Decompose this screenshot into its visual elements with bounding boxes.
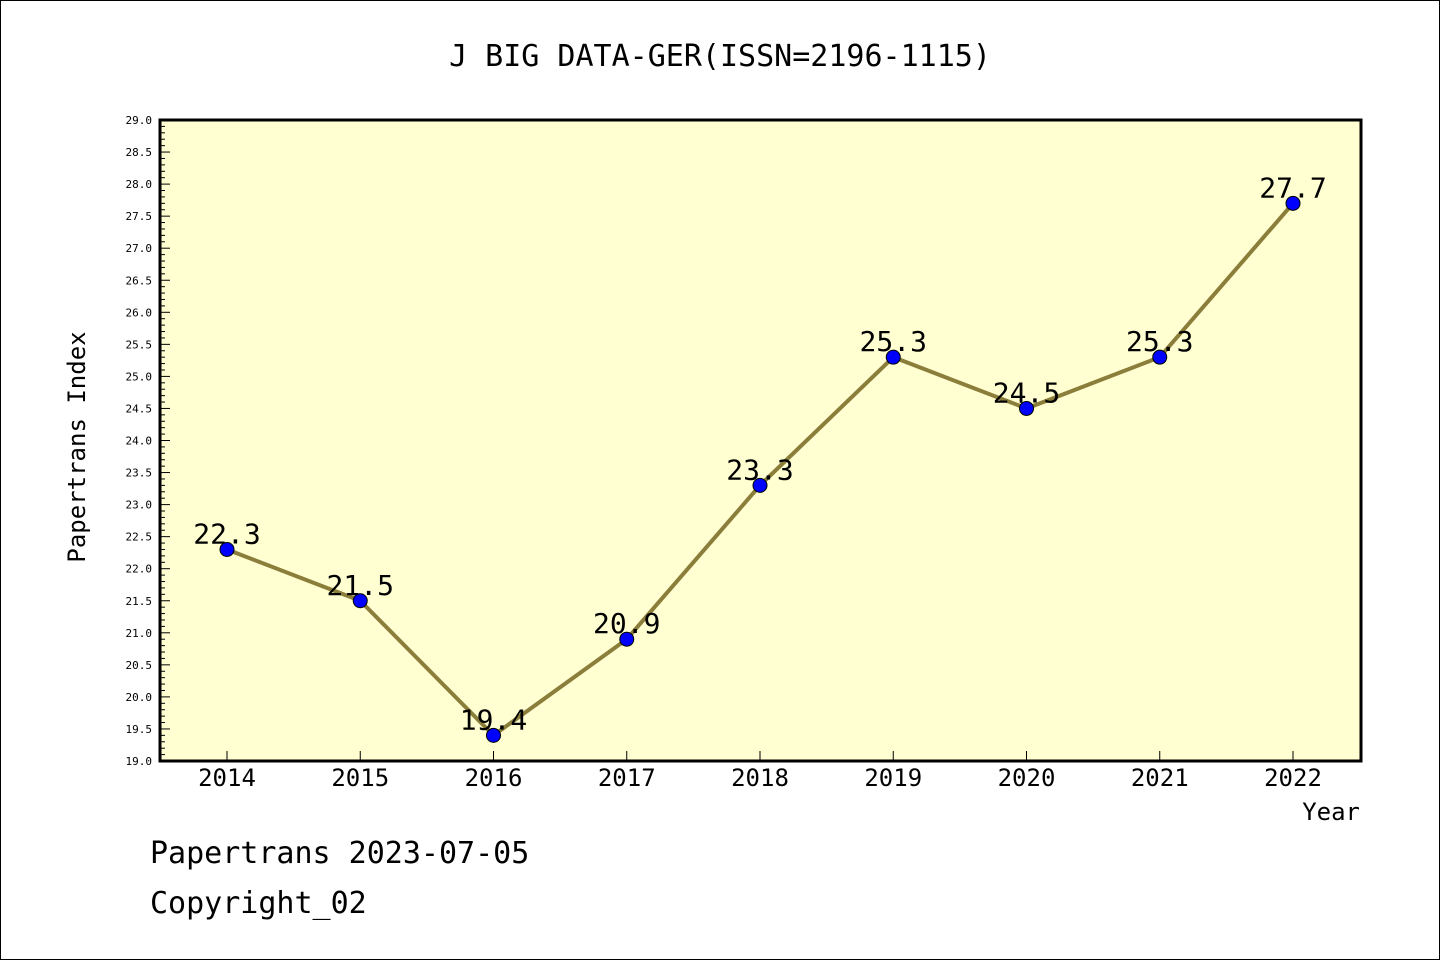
data-label: 21.5: [327, 569, 394, 602]
x-tick-label: 2021: [1131, 764, 1189, 792]
data-point: [352, 593, 368, 609]
y-tick-label: 22.0: [126, 563, 153, 576]
y-tick-label: 23.5: [126, 467, 153, 480]
data-point: [1152, 349, 1168, 365]
y-tick-label: 24.5: [126, 402, 153, 415]
y-tick-label: 22.5: [126, 531, 153, 544]
data-point: [619, 631, 635, 647]
data-label: 27.7: [1259, 171, 1326, 204]
x-tick-label: 2020: [998, 764, 1056, 792]
x-tick-label: 2014: [198, 764, 256, 792]
footer-copyright: Copyright_02: [150, 886, 367, 921]
y-tick-label: 29.0: [126, 114, 153, 127]
data-point: [1019, 400, 1034, 416]
y-axis: 19.0 19.5 20.0 20.5 21.0 21.5 22.0 22.5 23.0 23.5…: [126, 114, 170, 768]
footer-date: Papertrans 2023-07-05: [150, 836, 530, 871]
x-axis-label: Year: [1302, 798, 1360, 826]
data-point: [752, 477, 768, 493]
y-tick-label: 19.5: [126, 723, 153, 736]
y-tick-label: 24.0: [126, 435, 153, 448]
y-axis-label: Papertrans Index: [63, 331, 91, 562]
data-label: 22.3: [193, 517, 260, 550]
x-tick-label: 2017: [598, 764, 656, 792]
series-group: 22.3 21.5 19.4 20.9 23.3 25.3 24.5 25.3 27.7: [193, 171, 1327, 743]
data-label: 23.3: [726, 453, 793, 486]
y-tick-label: 20.5: [126, 659, 153, 672]
data-point: [885, 349, 901, 365]
y-tick-label: 23.0: [126, 499, 153, 512]
data-label: 24.5: [993, 376, 1060, 409]
y-tick-label: 21.5: [126, 595, 153, 608]
y-tick-label: 26.5: [126, 274, 153, 287]
data-label: 20.9: [593, 607, 660, 640]
plot-area: [158, 118, 1363, 763]
data-point: [486, 727, 501, 743]
x-tick-label: 2016: [465, 764, 523, 792]
y-tick-label: 26.0: [126, 306, 153, 319]
data-point: [219, 541, 235, 557]
y-tick-label: 19.0: [126, 755, 153, 768]
data-label: 25.3: [860, 325, 927, 358]
chart-title: J BIG DATA-GER(ISSN=2196-1115): [449, 39, 991, 74]
data-label: 19.4: [460, 703, 527, 736]
y-tick-label: 20.0: [126, 691, 153, 704]
y-tick-label: 21.0: [126, 627, 153, 640]
y-tick-label: 27.0: [126, 242, 153, 255]
x-tick-label: 2015: [331, 764, 389, 792]
data-label: 25.3: [1126, 325, 1193, 358]
y-tick-label: 25.0: [126, 370, 153, 383]
x-axis: 2014 2015 2016 2017 2018 2019 2020 2021 2022: [198, 751, 1322, 792]
x-tick-label: 2018: [731, 764, 789, 792]
y-tick-label: 25.5: [126, 338, 153, 351]
y-tick-label: 27.5: [126, 210, 153, 223]
x-tick-label: 2019: [864, 764, 922, 792]
x-tick-label: 2022: [1264, 764, 1322, 792]
y-tick-label: 28.5: [126, 146, 153, 159]
data-point: [1285, 195, 1301, 211]
y-tick-label: 28.0: [126, 178, 153, 191]
